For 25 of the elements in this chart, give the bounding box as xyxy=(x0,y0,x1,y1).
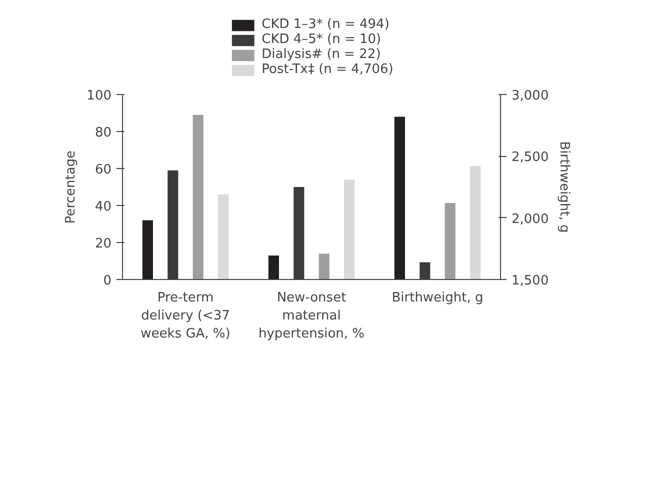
y-tick-label: 80 xyxy=(94,126,112,140)
y2-tick-label: 3,000 xyxy=(512,88,549,104)
y-tick-label: 20 xyxy=(94,236,112,252)
y-axis-title: Percentage xyxy=(64,150,79,224)
y-tick-label: 60 xyxy=(94,162,112,178)
y2-axis-title: Birthweight, g xyxy=(556,141,572,233)
y-tick-label: 40 xyxy=(94,200,112,214)
bar xyxy=(344,180,355,280)
x-tick-label: Pre-term delivery (<37 weeks GA, %) xyxy=(140,290,230,342)
y2-tick-label: 2,500 xyxy=(512,150,549,166)
x-tick-label: New-onset maternal hypertension, % xyxy=(258,290,365,342)
bar xyxy=(318,254,330,280)
bar xyxy=(218,194,229,280)
y-tick-label: 0 xyxy=(103,274,112,288)
bar xyxy=(192,114,204,280)
legend-label: Dialysis# (n = 22) xyxy=(262,47,381,62)
bar xyxy=(142,220,153,280)
bar xyxy=(268,255,279,280)
y-tick-label: 100 xyxy=(86,88,112,104)
legend-label: CKD 1–3* (n = 494) xyxy=(262,17,390,32)
x-tick-label: Birthweight, g xyxy=(392,290,484,306)
y2-tick-label: 1,500 xyxy=(512,274,549,288)
legend-label: Post-Tx‡ (n = 4,706) xyxy=(262,62,394,77)
legend-label: CKD 4–5* (n = 10) xyxy=(262,32,382,47)
y2-tick-label: 2,000 xyxy=(512,212,549,227)
